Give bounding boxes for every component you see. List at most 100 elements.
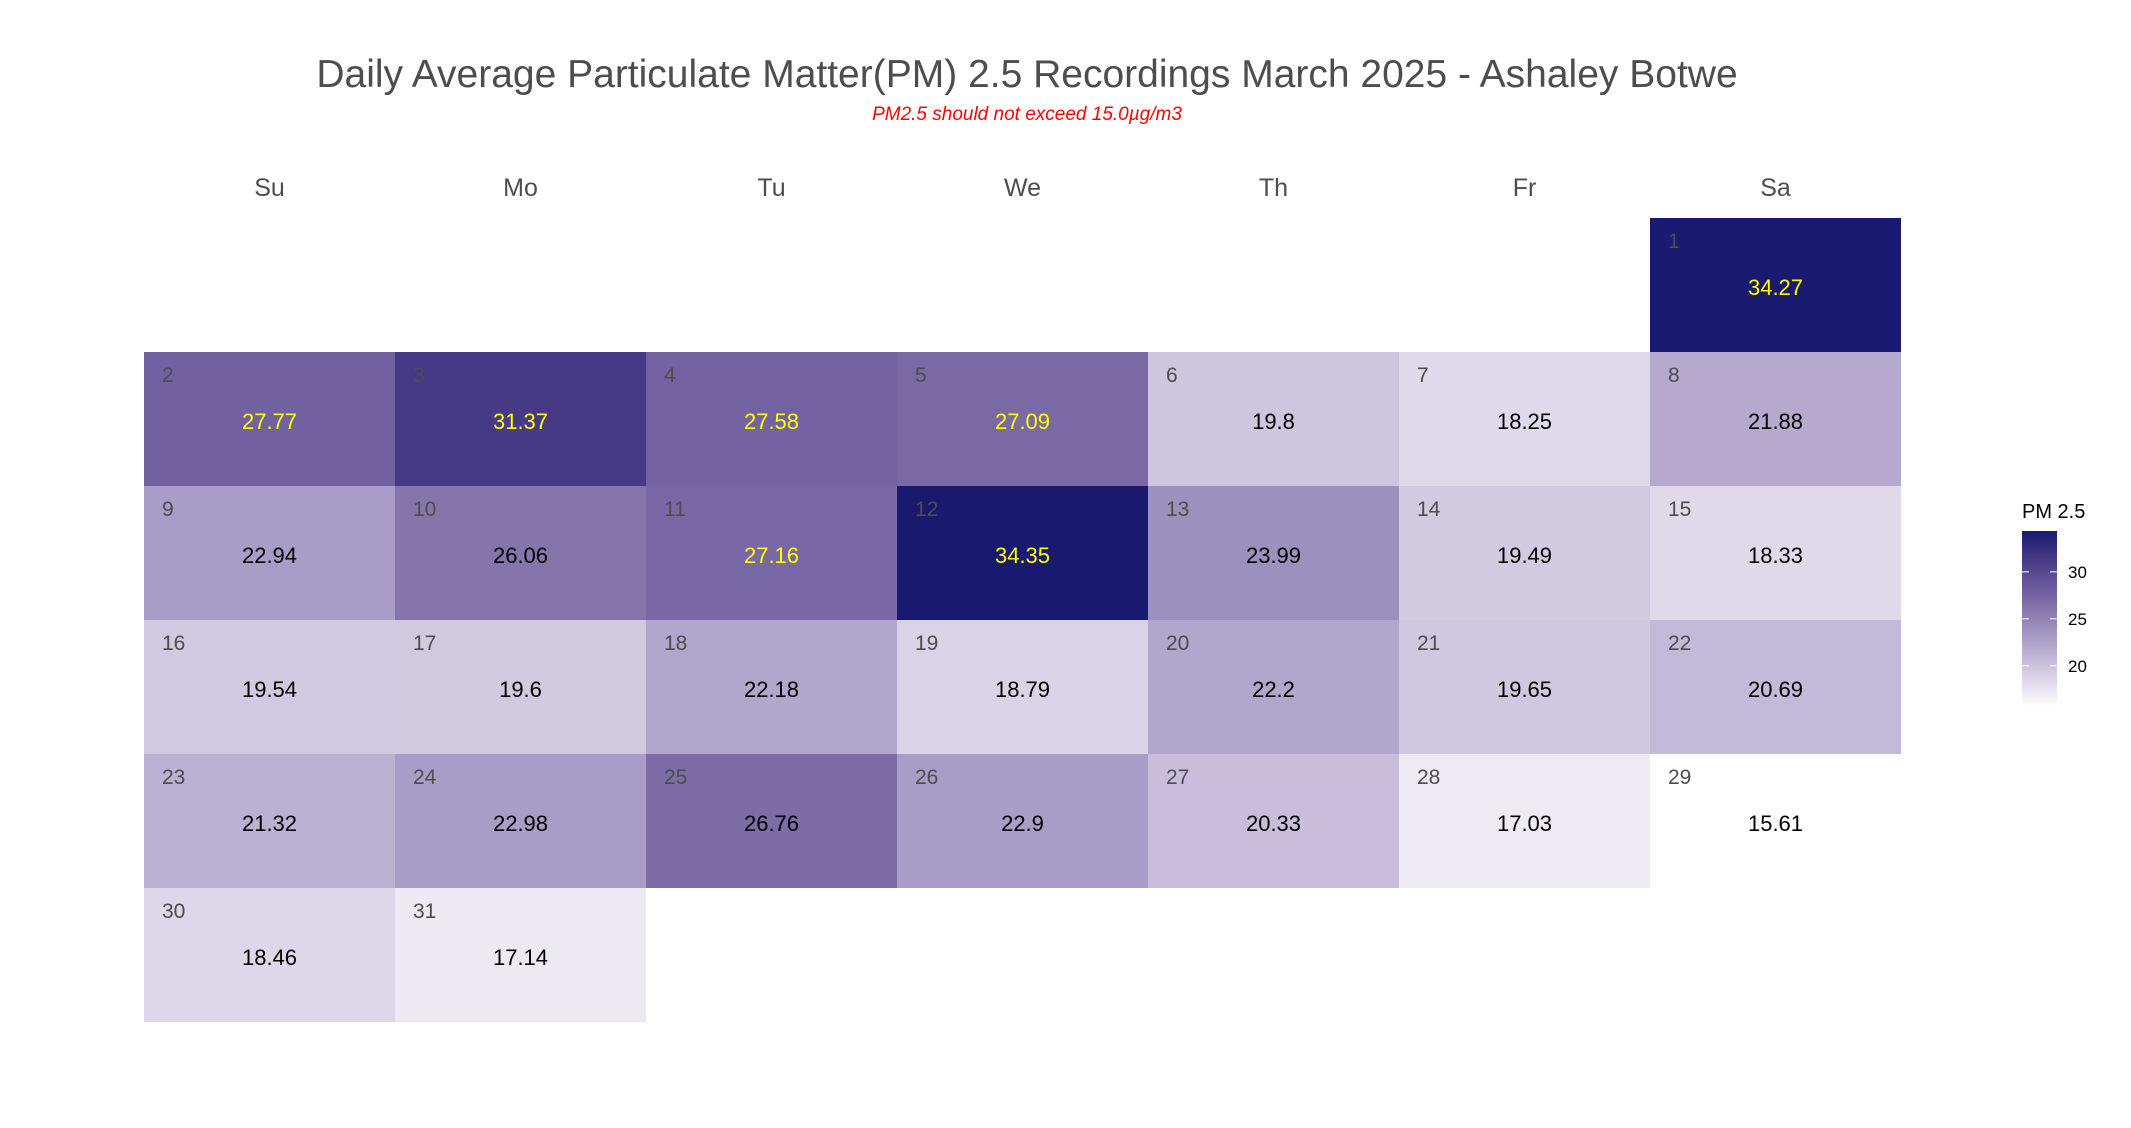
day-tile: 11 27.16 bbox=[646, 486, 897, 620]
day-tile: 12 34.35 bbox=[897, 486, 1148, 620]
day-tile-fill bbox=[646, 620, 897, 754]
day-number: 26 bbox=[915, 766, 938, 789]
weekday-label: Sa bbox=[1760, 174, 1791, 202]
day-tile: 19 18.79 bbox=[897, 620, 1148, 754]
day-number: 31 bbox=[413, 900, 436, 923]
day-number: 27 bbox=[1166, 766, 1189, 789]
day-value-label: 19.49 bbox=[1497, 543, 1552, 568]
day-tile: 718.25 bbox=[1399, 352, 1650, 486]
day-tile-fill bbox=[144, 352, 395, 486]
legend-tick-label: 20 bbox=[2068, 657, 2087, 676]
day-tile-fill bbox=[1399, 754, 1650, 888]
day-tile-fill bbox=[395, 620, 646, 754]
day-tile: 23 21.32 bbox=[144, 754, 395, 888]
day-number: 15 bbox=[1668, 498, 1691, 521]
day-tile: 10 26.06 bbox=[395, 486, 646, 620]
day-value-label: 18.33 bbox=[1748, 543, 1803, 568]
day-tile: 21 19.65 bbox=[1399, 620, 1650, 754]
day-number: 2 bbox=[162, 364, 174, 387]
day-value-label: 34.35 bbox=[995, 543, 1050, 568]
day-tile: 527.09 bbox=[897, 352, 1148, 486]
day-tile-fill bbox=[395, 754, 646, 888]
day-value-label: 27.58 bbox=[744, 409, 799, 434]
day-tile: 13 23.99 bbox=[1148, 486, 1399, 620]
day-number: 14 bbox=[1417, 498, 1441, 521]
day-tile: 227.77 bbox=[144, 352, 395, 486]
day-number: 4 bbox=[664, 364, 676, 387]
weekday-label: We bbox=[1004, 174, 1041, 202]
day-value-label: 19.65 bbox=[1497, 677, 1552, 702]
day-value-label: 22.98 bbox=[493, 811, 548, 836]
day-value-label: 18.25 bbox=[1497, 409, 1552, 434]
day-tile-fill bbox=[646, 352, 897, 486]
day-value-label: 22.94 bbox=[242, 543, 297, 568]
day-number: 3 bbox=[413, 364, 425, 387]
day-tile: 26 22.9 bbox=[897, 754, 1148, 888]
day-value-label: 27.77 bbox=[242, 409, 297, 434]
day-number: 1 bbox=[1668, 230, 1680, 253]
day-tile: 30 18.46 bbox=[144, 888, 395, 1022]
day-tile-fill bbox=[144, 620, 395, 754]
day-tile: 31 17.14 bbox=[395, 888, 646, 1022]
day-number: 8 bbox=[1668, 364, 1680, 387]
day-number: 13 bbox=[1166, 498, 1189, 521]
day-tile: 14 19.49 bbox=[1399, 486, 1650, 620]
day-tile-fill bbox=[1148, 754, 1399, 888]
day-tile-fill bbox=[1148, 486, 1399, 620]
day-tile: 25 26.76 bbox=[646, 754, 897, 888]
day-tile: 20 22.2 bbox=[1148, 620, 1399, 754]
day-value-label: 19.6 bbox=[499, 677, 542, 702]
day-tile: 28 17.03 bbox=[1399, 754, 1650, 888]
day-value-label: 22.2 bbox=[1252, 677, 1295, 702]
day-tile-fill bbox=[1399, 352, 1650, 486]
day-number: 17 bbox=[413, 632, 436, 655]
day-tile: 619.8 bbox=[1148, 352, 1399, 486]
day-number: 11 bbox=[664, 498, 686, 521]
day-tile: 18 22.18 bbox=[646, 620, 897, 754]
day-number: 30 bbox=[162, 900, 185, 923]
day-tile: 821.88 bbox=[1650, 352, 1901, 486]
weekday-header-row: Su Mo Tu We Th Fr Sa bbox=[254, 174, 1791, 202]
legend-title: PM 2.5 bbox=[2022, 501, 2085, 523]
day-tile-fill bbox=[144, 888, 395, 1022]
day-tile-fill bbox=[144, 754, 395, 888]
day-value-label: 17.03 bbox=[1497, 811, 1552, 836]
day-tile: 16 19.54 bbox=[144, 620, 395, 754]
day-value-label: 27.16 bbox=[744, 543, 799, 568]
day-tile-fill bbox=[1399, 486, 1650, 620]
day-number: 21 bbox=[1417, 632, 1440, 655]
day-tile-fill bbox=[395, 888, 646, 1022]
day-tile: 17 19.6 bbox=[395, 620, 646, 754]
day-tile: 15 18.33 bbox=[1650, 486, 1901, 620]
weekday-label: Su bbox=[254, 174, 285, 202]
day-value-label: 21.88 bbox=[1748, 409, 1803, 434]
day-number: 25 bbox=[664, 766, 687, 789]
day-tile: 27 20.33 bbox=[1148, 754, 1399, 888]
day-number: 5 bbox=[915, 364, 927, 387]
day-tile-fill bbox=[897, 352, 1148, 486]
day-tile-fill bbox=[1650, 754, 1901, 888]
day-tile-fill bbox=[395, 352, 646, 486]
day-value-label: 23.99 bbox=[1246, 543, 1301, 568]
weekday-label: Mo bbox=[503, 174, 538, 202]
day-value-label: 27.09 bbox=[995, 409, 1050, 434]
day-value-label: 22.18 bbox=[744, 677, 799, 702]
day-value-label: 19.54 bbox=[242, 677, 297, 702]
day-value-label: 34.27 bbox=[1748, 275, 1803, 300]
day-tile-fill bbox=[1650, 352, 1901, 486]
day-number: 9 bbox=[162, 498, 174, 521]
weekday-label: Tu bbox=[757, 174, 785, 202]
chart-title: Daily Average Particulate Matter(PM) 2.5… bbox=[316, 53, 1737, 96]
chart-subtitle: PM2.5 should not exceed 15.0µg/m3 bbox=[872, 104, 1182, 125]
day-tile: 134.27 bbox=[1650, 218, 1901, 352]
day-value-label: 26.76 bbox=[744, 811, 799, 836]
day-tile-fill bbox=[897, 486, 1148, 620]
day-tile-fill bbox=[646, 754, 897, 888]
day-number: 7 bbox=[1417, 364, 1429, 387]
day-tile: 331.37 bbox=[395, 352, 646, 486]
day-value-label: 22.9 bbox=[1001, 811, 1044, 836]
legend-ticks: 20 25 30 bbox=[2022, 563, 2087, 676]
day-number: 16 bbox=[162, 632, 185, 655]
legend-tick-label: 30 bbox=[2068, 563, 2087, 582]
